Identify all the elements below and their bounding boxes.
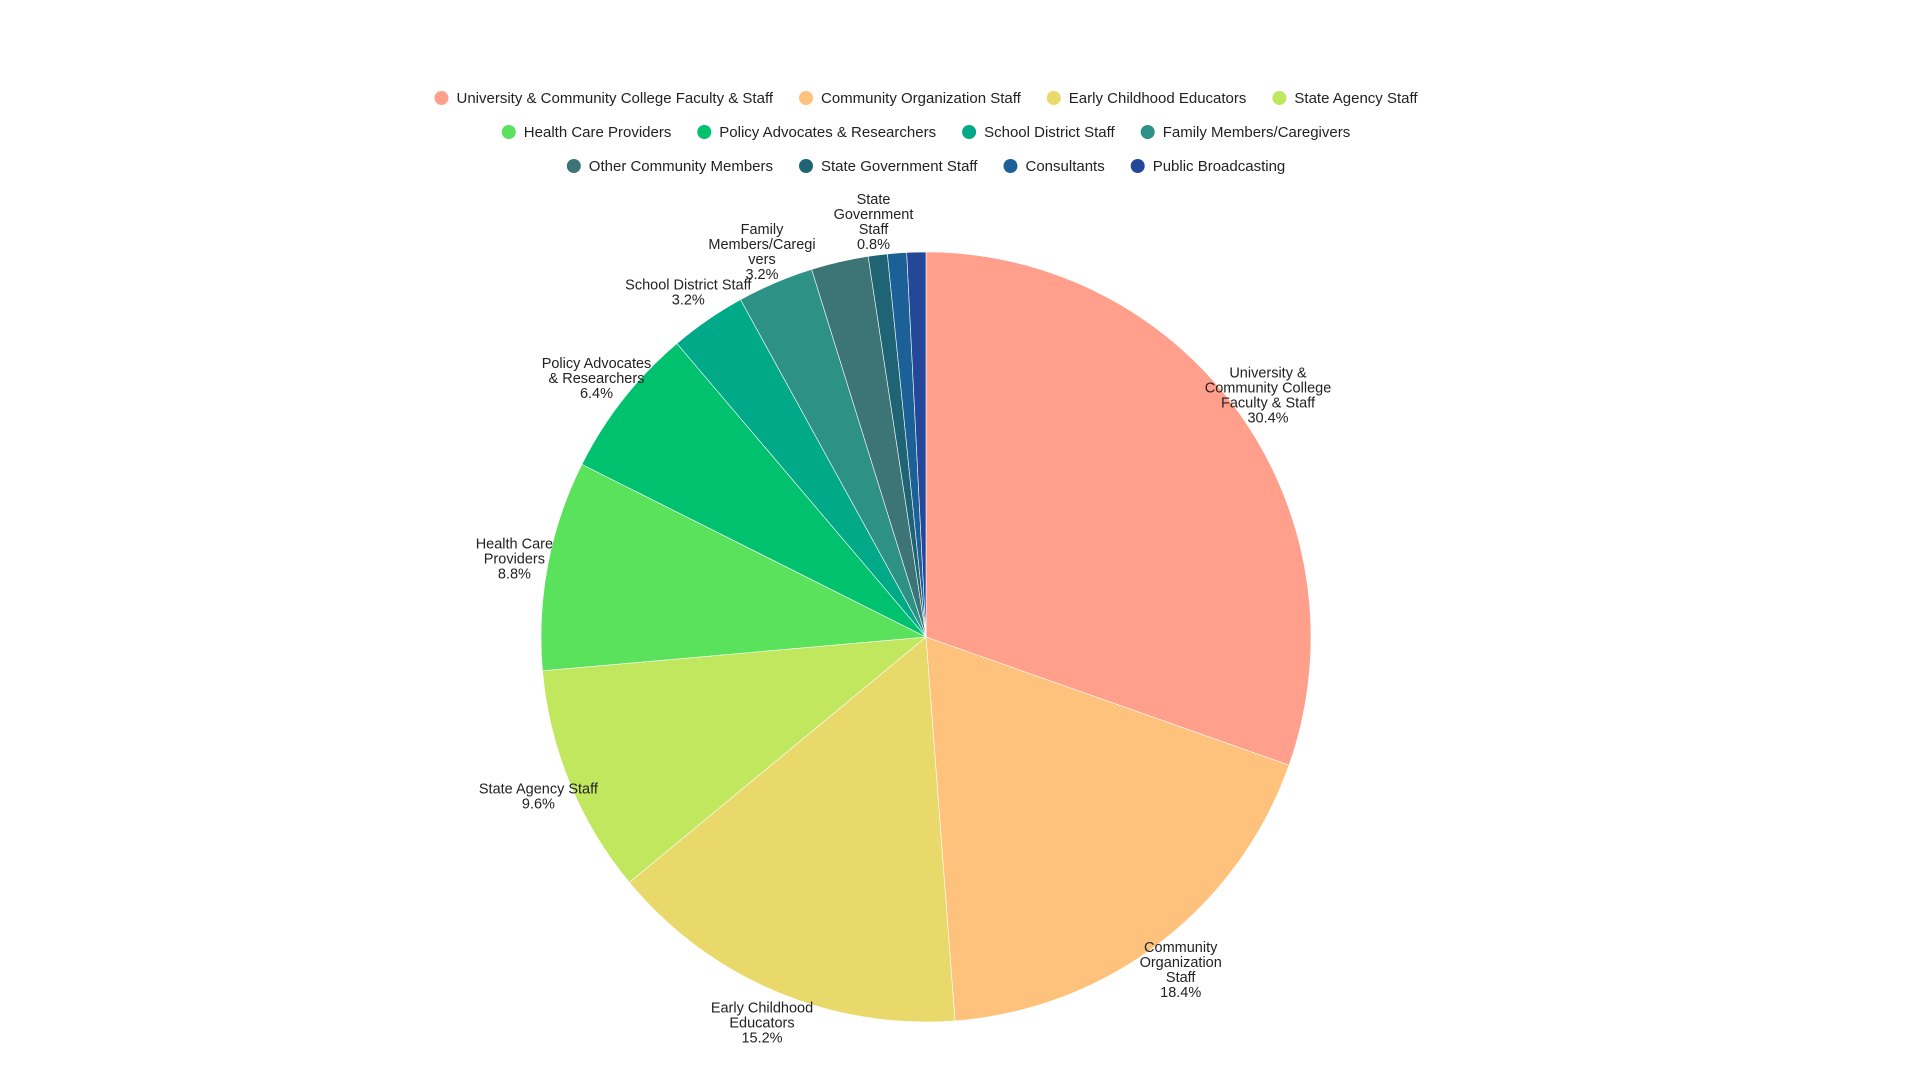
legend-item-policy-advocates-and-researchers[interactable]: Policy Advocates & Researchers: [697, 124, 936, 141]
legend-label: State Government Staff: [821, 158, 978, 175]
legend-swatch: [566, 159, 581, 173]
pie-slice-health-care-providers[interactable]: [540, 463, 928, 672]
legend-label: State Agency Staff: [1294, 90, 1418, 107]
legend-item-state-government-staff[interactable]: State Government Staff: [799, 158, 978, 175]
slice-label-school-district-staff: School District Staff 3.2%: [625, 277, 752, 308]
pie-slice-state-agency-staff[interactable]: [542, 636, 927, 883]
legend-swatch: [1003, 159, 1018, 173]
legend-label: Community Organization Staff: [821, 90, 1022, 107]
legend-item-family-members-caregivers[interactable]: Family Members/Caregivers: [1140, 124, 1351, 141]
slice-label-family-members-caregivers: Family Members/Caregi vers 3.2%: [708, 222, 815, 283]
legend-label: Consultants: [1026, 158, 1105, 175]
legend-label: Public Broadcasting: [1153, 158, 1286, 175]
legend-item-consultants[interactable]: Consultants: [1003, 158, 1105, 175]
slice-label-policy-advocates-and-researchers: Policy Advocates & Researchers 6.4%: [542, 356, 652, 402]
legend-swatch: [962, 125, 977, 139]
slice-label-state-agency-staff: State Agency Staff 9.6%: [479, 782, 599, 813]
pie-slice-university-and-community-college-faculty-and-staff[interactable]: [925, 251, 1312, 766]
slice-label-state-government-staff: State Government Staff 0.8%: [834, 192, 914, 253]
legend-label: Policy Advocates & Researchers: [719, 124, 936, 141]
legend: University & Community College Faculty &…: [434, 90, 1418, 175]
legend-swatch: [799, 91, 813, 105]
legend-swatch: [434, 91, 449, 105]
legend-label: School District Staff: [984, 124, 1115, 141]
slice-labels: University & Community College Faculty & S…: [476, 192, 1332, 1047]
legend-item-school-district-staff[interactable]: School District Staff: [962, 124, 1116, 141]
legend-item-state-agency-staff[interactable]: State Agency Staff: [1272, 90, 1418, 107]
legend-item-public-broadcasting[interactable]: Public Broadcasting: [1130, 158, 1286, 175]
legend-item-early-childhood-educators[interactable]: Early Childhood Educators: [1046, 90, 1247, 107]
legend-swatch: [1130, 159, 1145, 173]
legend-item-health-care-providers[interactable]: Health Care Providers: [501, 124, 672, 141]
pie-slice-community-organization-staff[interactable]: [925, 636, 1290, 1022]
legend-swatch: [1046, 91, 1061, 105]
pie-slice-policy-advocates-and-researchers[interactable]: [581, 343, 927, 638]
legend-swatch: [697, 125, 712, 139]
legend-swatch: [1272, 91, 1287, 105]
slice-label-health-care-providers: Health Care Providers 8.8%: [476, 537, 553, 583]
slice-label-community-organization-staff: Community Organization Staff 18.4%: [1140, 940, 1222, 1001]
pie-slices: [540, 251, 1312, 1023]
pie-slice-public-broadcasting[interactable]: [906, 251, 927, 638]
legend-label: Health Care Providers: [524, 124, 672, 141]
slice-label-early-childhood-educators: Early Childhood Educators 15.2%: [711, 1001, 813, 1047]
legend-item-community-organization-staff[interactable]: Community Organization Staff: [799, 90, 1022, 107]
legend-item-university-and-community-college-faculty-and-staff[interactable]: University & Community College Faculty &…: [434, 90, 774, 107]
pie-slice-early-childhood-educators[interactable]: [628, 636, 956, 1023]
slice-label-university-and-community-college-faculty-and-staff: University & Community College Faculty & S…: [1205, 366, 1332, 427]
legend-swatch: [501, 125, 516, 139]
legend-item-other-community-members[interactable]: Other Community Members: [566, 158, 773, 175]
legend-swatch: [799, 159, 813, 173]
legend-label: Early Childhood Educators: [1069, 90, 1247, 107]
legend-swatch: [1140, 125, 1155, 139]
legend-label: University & Community College Faculty &…: [457, 90, 774, 107]
legend-label: Other Community Members: [589, 158, 773, 175]
legend-label: Family Members/Caregivers: [1163, 124, 1351, 141]
